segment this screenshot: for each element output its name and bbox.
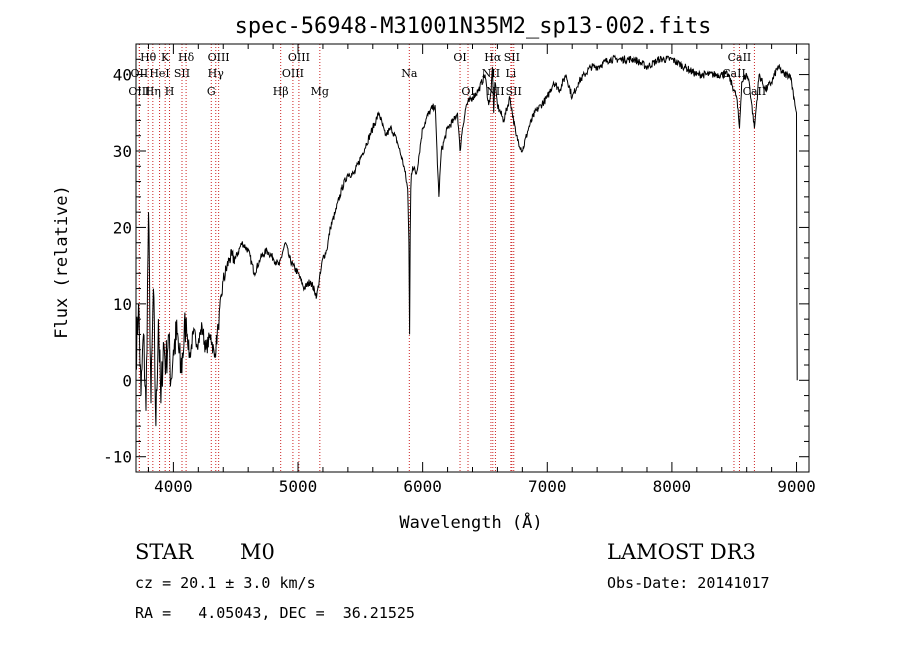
spectral-line-label: Hγ bbox=[208, 67, 225, 80]
spectral-line-label: Hη bbox=[145, 85, 161, 98]
x-tick-label: 5000 bbox=[279, 477, 318, 496]
ra-dec-coordinates: RA = 4.05043, DEC = 36.21525 bbox=[135, 604, 415, 622]
spectral-line-label: Na bbox=[401, 67, 418, 80]
plot-frame bbox=[135, 43, 810, 473]
object-class: STAR bbox=[135, 540, 194, 564]
object-subclass: M0 bbox=[240, 540, 275, 564]
x-tick-label: 9000 bbox=[777, 477, 816, 496]
spectral-line-markers bbox=[138, 44, 755, 472]
spectral-line-label: CaII bbox=[722, 67, 746, 80]
y-tick-label: 0 bbox=[122, 371, 132, 390]
spectral-line-label: K bbox=[161, 51, 170, 64]
spectral-line-label: Hδ bbox=[178, 51, 195, 64]
spectral-line-label: Hα bbox=[484, 51, 502, 64]
spectral-line-label: G bbox=[207, 85, 216, 98]
spectral-line-label: OI bbox=[453, 51, 466, 64]
chart-title: spec-56948-M31001N35M2_sp13-002.fits bbox=[235, 14, 712, 39]
y-tick-label: 20 bbox=[113, 218, 132, 237]
y-tick-label: 10 bbox=[113, 295, 132, 314]
survey-name: LAMOST DR3 bbox=[607, 540, 756, 564]
axis-ticks: 4000 5000 6000 7000 8000 9000 -10 0 10 20 30 40 bbox=[103, 43, 816, 496]
y-axis-label: Flux (relative) bbox=[52, 185, 72, 339]
x-tick-label: 4000 bbox=[154, 477, 193, 496]
x-tick-label: 8000 bbox=[653, 477, 692, 496]
spectral-line-label: OIII bbox=[208, 51, 230, 64]
spectral-line-label: OII bbox=[131, 67, 149, 80]
spectral-line-labels: Hθ OII OIII HeI Hη K H SII Hδ OIII Hγ G Hβ OIII OIII Mg… bbox=[128, 51, 766, 98]
spectral-line-label: SII bbox=[174, 67, 190, 80]
spectral-line-label: OIII bbox=[282, 67, 304, 80]
spectral-line-label: Hβ bbox=[273, 85, 289, 98]
spectral-line-label: SII bbox=[506, 85, 522, 98]
spectral-line-label: Hθ bbox=[140, 51, 157, 64]
spectral-line-label: OIII bbox=[128, 85, 150, 98]
spectral-line-label: OI bbox=[461, 85, 474, 98]
y-tick-label: 30 bbox=[113, 142, 132, 161]
spectral-line-label: HeI bbox=[149, 67, 169, 80]
spectral-line-label: H bbox=[165, 85, 175, 98]
spectral-line-label: CaII bbox=[743, 85, 767, 98]
spectral-line-label: CaII bbox=[728, 51, 752, 64]
spectral-line-label: Li bbox=[505, 67, 516, 80]
spectral-line-label: Mg bbox=[311, 85, 329, 98]
x-tick-label: 6000 bbox=[403, 477, 442, 496]
y-tick-label: -10 bbox=[103, 448, 132, 467]
spectral-line-label: SII bbox=[504, 51, 520, 64]
observation-date: Obs-Date: 20141017 bbox=[607, 574, 770, 592]
x-axis-label: Wavelength (Å) bbox=[399, 511, 542, 533]
spectrum-series-line bbox=[135, 54, 798, 427]
x-tick-label: 7000 bbox=[528, 477, 567, 496]
spectral-line-label: OIII bbox=[288, 51, 310, 64]
y-tick-label: 40 bbox=[113, 66, 132, 85]
redshift-cz: cz = 20.1 ± 3.0 km/s bbox=[135, 574, 316, 592]
spectral-line-label: NII bbox=[482, 67, 500, 80]
